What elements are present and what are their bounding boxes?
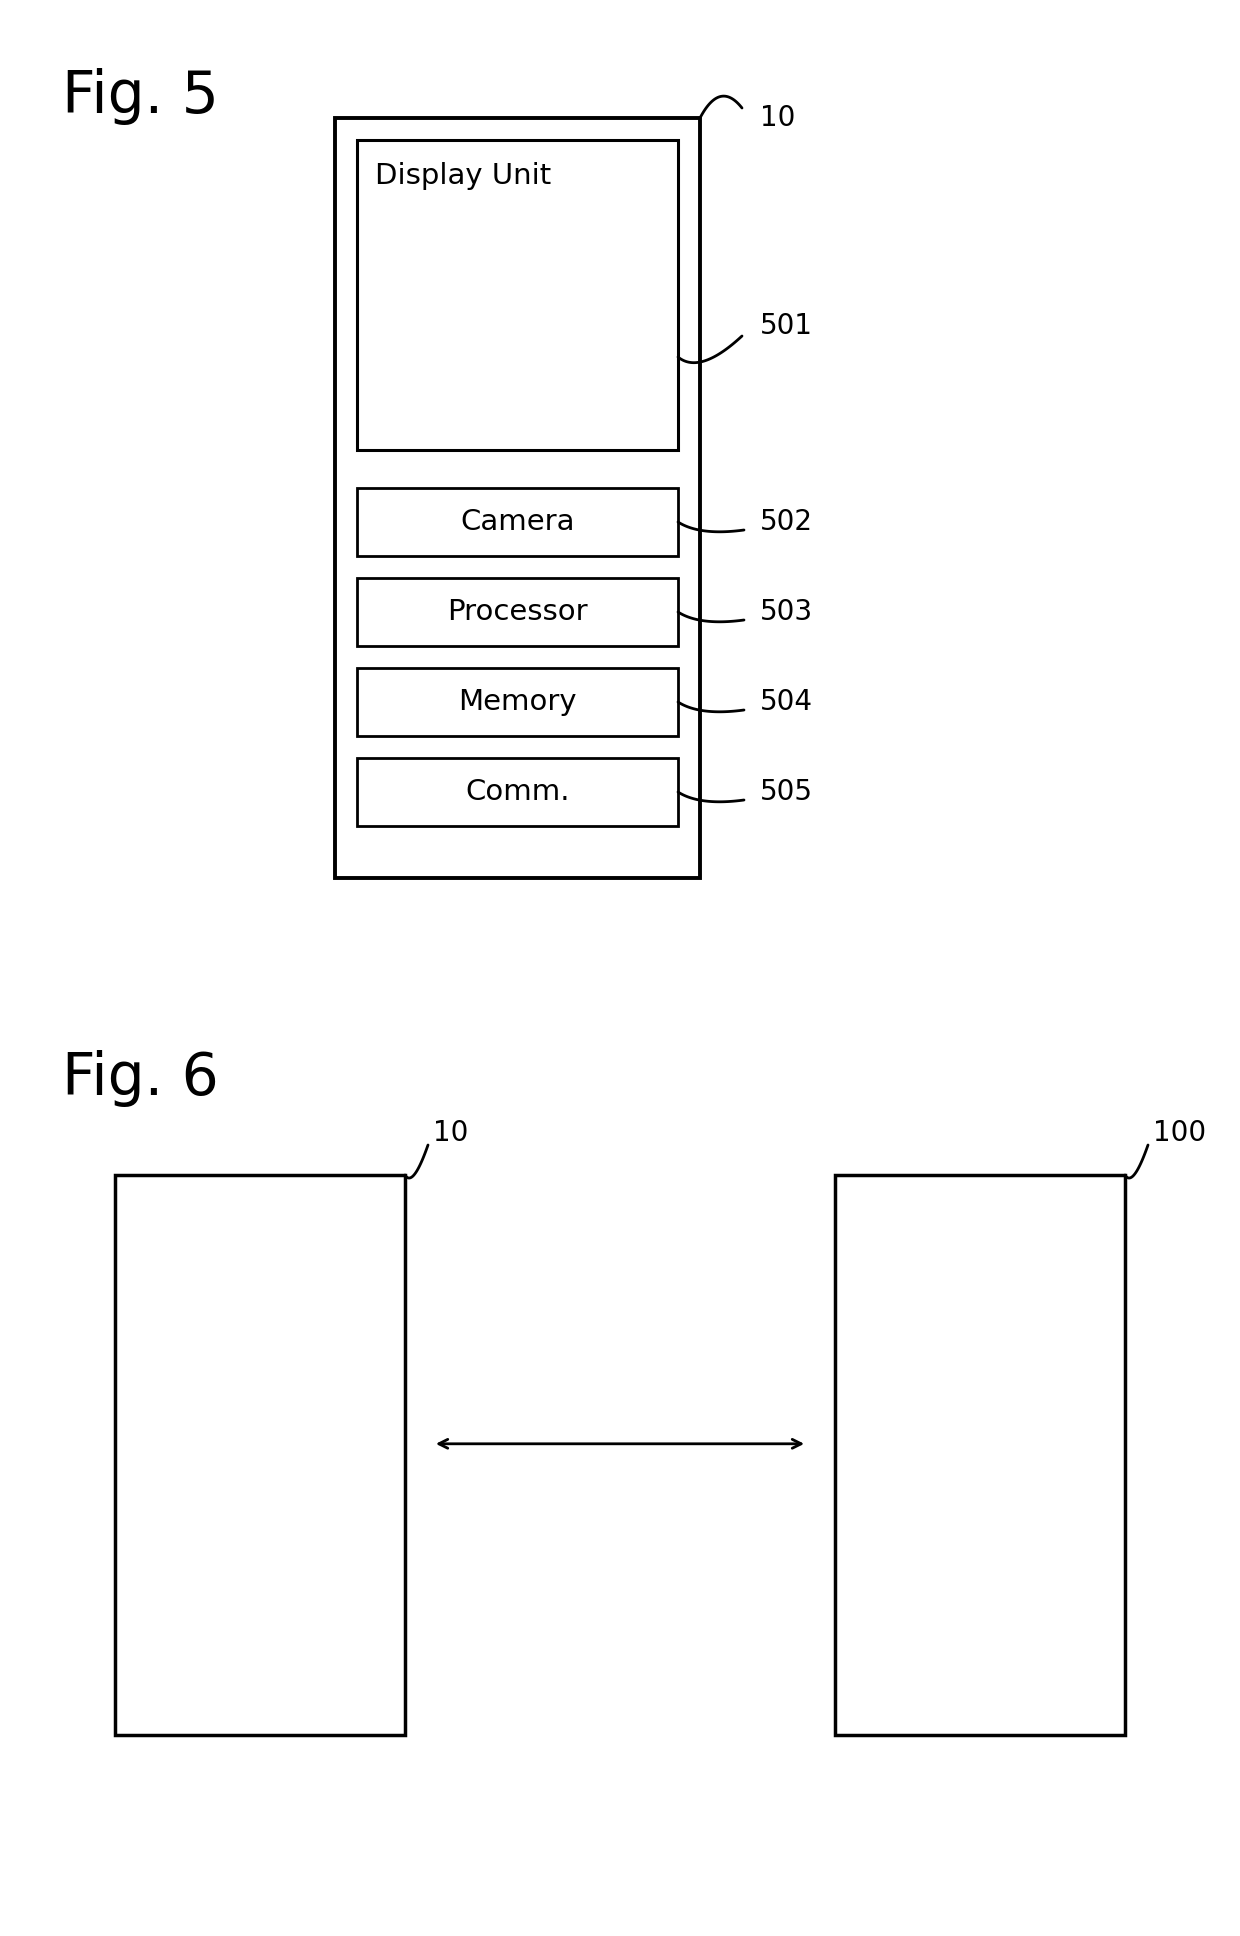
Text: Display Unit: Display Unit xyxy=(374,163,552,190)
Text: Memory: Memory xyxy=(459,687,577,716)
Text: 505: 505 xyxy=(760,778,813,805)
Text: 502: 502 xyxy=(760,507,813,536)
Text: Comm.: Comm. xyxy=(465,778,569,805)
Text: 503: 503 xyxy=(760,598,813,625)
Bar xyxy=(335,118,701,879)
Text: 100: 100 xyxy=(1153,1119,1207,1146)
Text: Fig. 6: Fig. 6 xyxy=(62,1049,218,1107)
Bar xyxy=(357,579,678,647)
Text: 504: 504 xyxy=(760,687,813,716)
Bar xyxy=(115,1175,405,1735)
Bar xyxy=(357,488,678,556)
Bar xyxy=(357,139,678,449)
Text: Processor: Processor xyxy=(448,598,588,625)
Bar xyxy=(835,1175,1125,1735)
Text: Camera: Camera xyxy=(460,507,575,536)
Bar xyxy=(357,759,678,827)
Text: 10: 10 xyxy=(433,1119,469,1146)
Text: 10: 10 xyxy=(760,105,795,132)
Bar xyxy=(357,668,678,736)
Text: Fig. 5: Fig. 5 xyxy=(62,68,219,126)
Text: 501: 501 xyxy=(760,312,813,341)
